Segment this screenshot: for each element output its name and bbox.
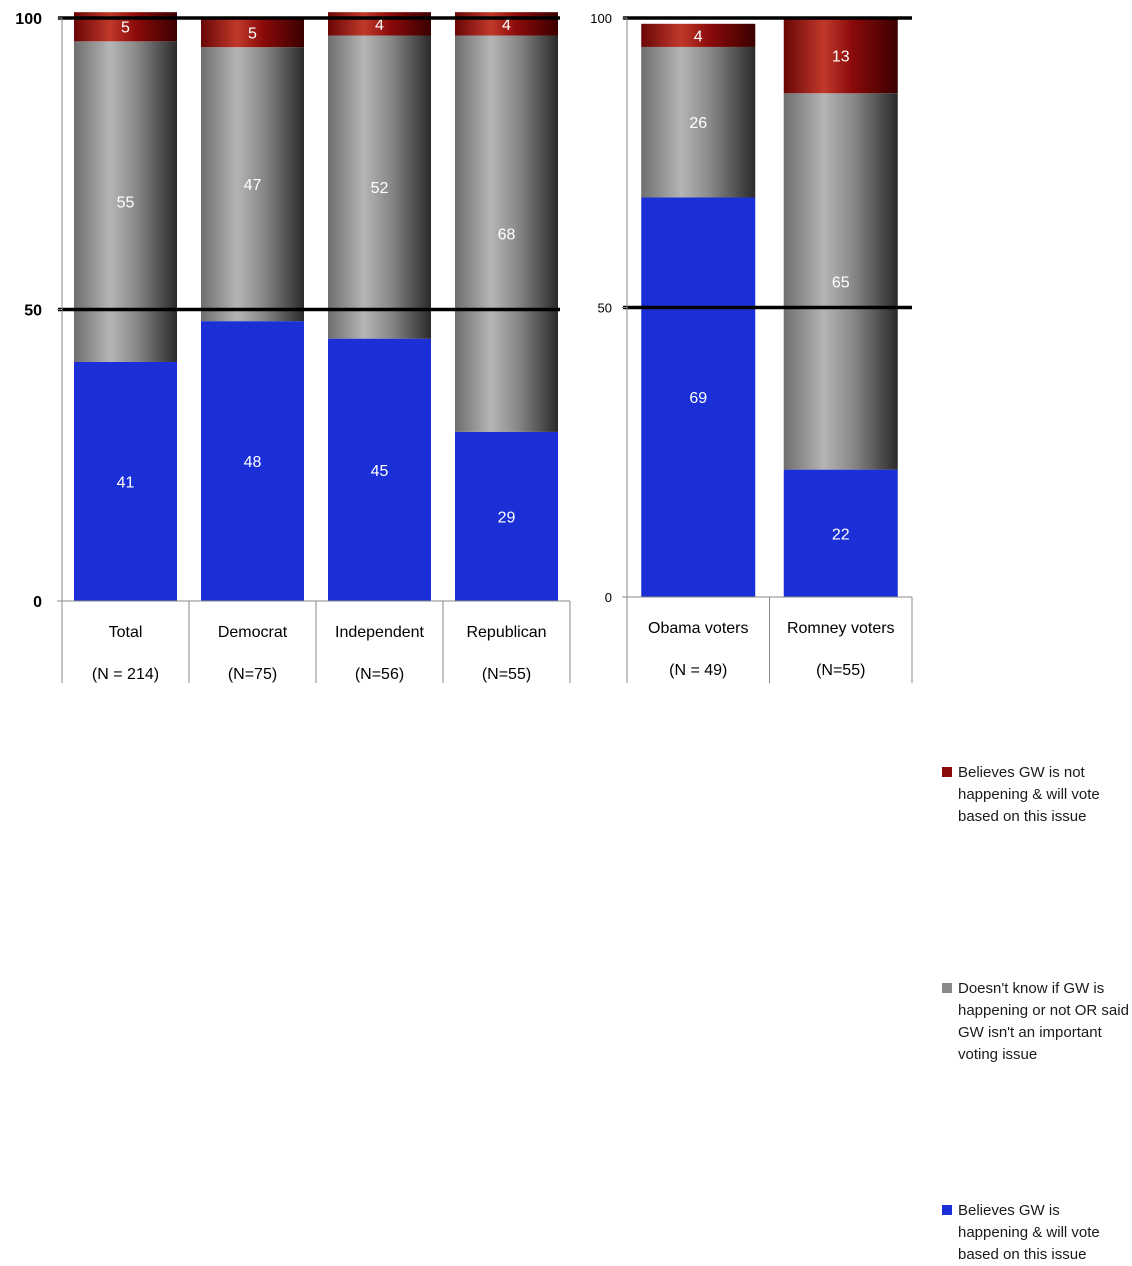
data-label: 55	[117, 195, 135, 212]
x-tick-label: Democrat	[218, 624, 288, 641]
y-tick-label: 50	[598, 301, 612, 316]
data-label: 65	[832, 274, 850, 291]
x-tick-label: Total	[109, 624, 143, 641]
data-label: 26	[689, 115, 707, 132]
legend-swatch-blue	[942, 1205, 952, 1215]
data-label: 68	[498, 227, 516, 244]
chart-root: 41 55 5 48 47 5 45 52 4 29 68 4 0 50 100 Total (N = 214)…	[15, 11, 1129, 1263]
category-note: (N = 214)	[92, 666, 159, 683]
legend-item-doesnt-know: Doesn't know if GW is happening or not O…	[942, 978, 1132, 1066]
bar-segment	[455, 431, 558, 601]
y-tick-label: 100	[15, 11, 42, 28]
category-note: (N=75)	[228, 666, 277, 683]
category-note: (N = 49)	[669, 662, 727, 679]
data-label: 41	[117, 474, 135, 491]
bar-segment	[641, 46, 756, 198]
legend-item-not-happening: Believes GW is not happening & will vote…	[942, 762, 1132, 828]
bar-segment	[455, 35, 558, 432]
data-label: 47	[244, 177, 262, 194]
bar-segment	[783, 18, 898, 94]
legend-label: Doesn't know if GW is happening or not O…	[958, 980, 1129, 1063]
data-label: 13	[832, 49, 850, 66]
x-tick-label: Obama voters	[648, 620, 748, 637]
bar-segment	[783, 469, 898, 597]
data-label: 69	[689, 390, 707, 407]
x-tick-label: Republican	[466, 624, 546, 641]
data-label: 29	[498, 509, 516, 526]
x-tick-label: Independent	[335, 624, 425, 641]
legend-label: Believes GW is happening & will vote bas…	[958, 1202, 1100, 1263]
y-tick-label: 0	[33, 594, 42, 611]
category-note: (N=55)	[482, 666, 531, 683]
legend-item-happening: Believes GW is happening & will vote bas…	[942, 1200, 1132, 1266]
data-label: 4	[375, 17, 384, 34]
y-tick-label: 100	[590, 11, 612, 26]
data-label: 4	[694, 28, 703, 45]
bar-segment	[328, 338, 431, 601]
y-tick-label: 0	[605, 590, 612, 605]
data-label: 22	[832, 526, 850, 543]
bar-segment	[201, 321, 304, 601]
data-label: 5	[248, 26, 257, 43]
bar-segment	[641, 197, 756, 598]
bar-segment	[641, 23, 756, 47]
bar-segment	[74, 361, 177, 601]
bar-segment	[328, 35, 431, 339]
bar-segment	[201, 47, 304, 322]
legend-swatch-red	[942, 767, 952, 777]
category-note: (N=56)	[355, 666, 404, 683]
data-label: 45	[371, 463, 389, 480]
y-tick-label: 50	[24, 303, 42, 320]
bar-segment	[201, 18, 304, 48]
data-label: 48	[244, 454, 262, 471]
data-label: 4	[502, 17, 511, 34]
category-note: (N=55)	[816, 662, 865, 679]
data-label: 5	[121, 20, 130, 37]
chart-panel-2: 69 26 4 22 65 13 0 50 100 Obama voters (N = 49) Rom…	[590, 11, 913, 683]
x-tick-label: Romney voters	[787, 620, 895, 637]
legend-label: Believes GW is not happening & will vote…	[958, 764, 1100, 825]
data-label: 52	[371, 180, 389, 197]
bar-segment	[783, 93, 898, 470]
legend-swatch-gray	[942, 983, 952, 993]
